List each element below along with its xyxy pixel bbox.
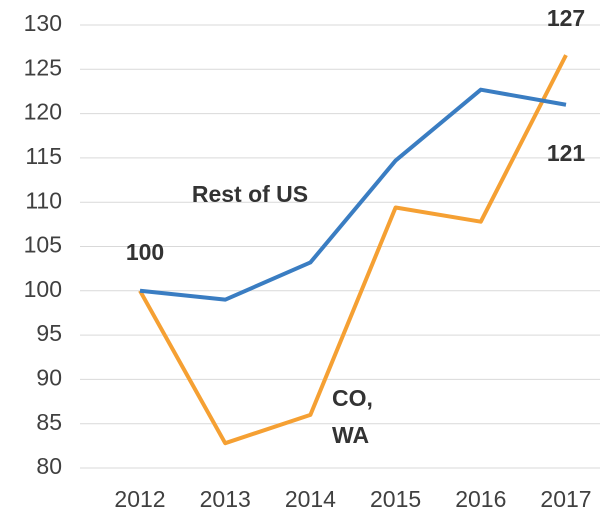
y-tick-label: 80 bbox=[36, 453, 62, 479]
x-tick-label: 2014 bbox=[285, 486, 336, 512]
data-label: 121 bbox=[547, 140, 586, 166]
y-tick-label: 95 bbox=[36, 320, 62, 346]
y-tick-label: 90 bbox=[36, 364, 62, 390]
y-tick-label: 130 bbox=[24, 10, 62, 36]
x-tick-label: 2013 bbox=[200, 486, 251, 512]
line-series bbox=[139, 87, 567, 302]
data-label: 100 bbox=[126, 239, 164, 265]
data-label: 127 bbox=[547, 5, 585, 31]
series-label: Rest of US bbox=[192, 181, 308, 207]
y-tick-label: 115 bbox=[25, 143, 62, 169]
y-tick-label: 85 bbox=[36, 409, 62, 435]
y-tick-label: 100 bbox=[24, 276, 62, 302]
line-series bbox=[138, 54, 568, 446]
series-label: CO, WA bbox=[332, 385, 379, 448]
x-tick-label: 2017 bbox=[540, 486, 591, 512]
y-tick-label: 120 bbox=[24, 99, 62, 125]
y-tick-label: 105 bbox=[24, 232, 62, 258]
y-tick-label: 110 bbox=[25, 187, 62, 213]
x-tick-label: 2016 bbox=[455, 486, 506, 512]
x-tick-label: 2015 bbox=[370, 486, 421, 512]
x-tick-label: 2012 bbox=[114, 486, 165, 512]
y-tick-label: 125 bbox=[24, 54, 62, 80]
